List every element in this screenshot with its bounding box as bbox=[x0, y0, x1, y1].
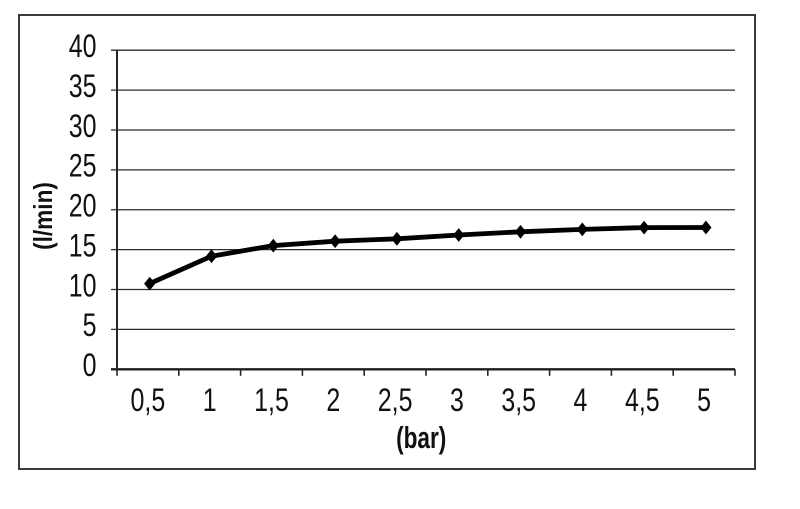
svg-text:2: 2 bbox=[326, 383, 340, 419]
svg-text:15: 15 bbox=[69, 229, 97, 265]
svg-text:35: 35 bbox=[69, 69, 97, 105]
svg-text:5: 5 bbox=[697, 383, 711, 419]
svg-text:4: 4 bbox=[574, 383, 588, 419]
svg-text:3,5: 3,5 bbox=[501, 383, 536, 419]
svg-text:5: 5 bbox=[83, 308, 97, 344]
svg-text:3: 3 bbox=[450, 383, 464, 419]
svg-text:10: 10 bbox=[69, 268, 97, 304]
svg-text:(bar): (bar) bbox=[396, 419, 446, 454]
svg-text:40: 40 bbox=[69, 29, 97, 65]
svg-text:1,5: 1,5 bbox=[254, 383, 289, 419]
svg-text:4,5: 4,5 bbox=[625, 383, 660, 419]
svg-text:30: 30 bbox=[69, 109, 97, 145]
svg-text:0,5: 0,5 bbox=[131, 383, 166, 419]
svg-text:2,5: 2,5 bbox=[378, 383, 413, 419]
svg-text:25: 25 bbox=[69, 149, 97, 185]
svg-text:(l/min): (l/min) bbox=[30, 182, 59, 250]
svg-text:0: 0 bbox=[83, 348, 97, 384]
svg-text:1: 1 bbox=[203, 383, 217, 419]
svg-text:20: 20 bbox=[69, 189, 97, 225]
